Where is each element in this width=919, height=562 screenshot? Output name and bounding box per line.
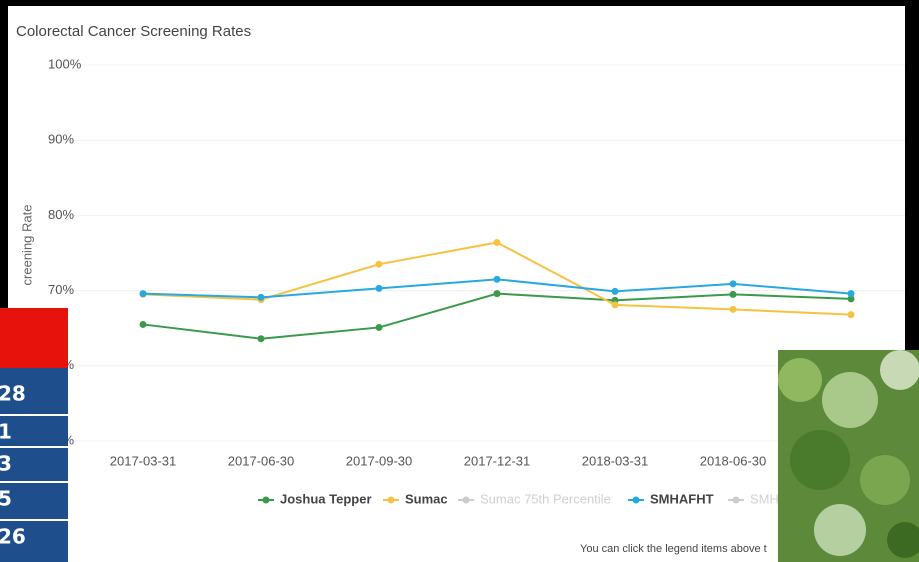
table-cell: 3	[0, 452, 12, 476]
legend-item[interactable]: SMH	[728, 491, 779, 506]
legend-label: Sumac 75th Percentile	[480, 491, 611, 506]
x-tick-label: 2017-06-30	[228, 453, 295, 468]
data-point	[611, 287, 619, 295]
data-point	[139, 290, 147, 298]
legend-hint: You can click the legend items above t	[580, 543, 767, 555]
x-tick-label: 2018-06-30	[700, 453, 767, 468]
data-point	[375, 260, 383, 268]
data-point	[729, 305, 737, 313]
y-tick-label: 70%	[48, 282, 74, 297]
legend-swatch	[462, 496, 470, 504]
data-point	[375, 284, 383, 292]
y-tick-label: 90%	[48, 132, 74, 147]
photo-leaf	[880, 350, 919, 390]
data-point	[847, 295, 855, 303]
data-point	[847, 290, 855, 298]
legend-swatch	[632, 496, 640, 504]
x-tick-label: 2017-12-31	[464, 453, 531, 468]
x-tick-label: 2017-09-30	[346, 453, 413, 468]
legend-item[interactable]: Sumac 75th Percentile	[458, 491, 611, 506]
legend-label: Sumac	[405, 491, 448, 506]
table-cell: 1	[0, 420, 12, 444]
data-point	[257, 335, 265, 343]
legend-label: SMH	[750, 491, 779, 506]
data-point	[139, 320, 147, 328]
legend-swatch	[732, 496, 740, 504]
photo-leaf	[814, 504, 866, 556]
table-cell: 5	[0, 487, 12, 511]
chart-title: Colorectal Cancer Screening Rates	[16, 23, 251, 40]
chart-panel	[8, 6, 905, 562]
y-tick-label: 80%	[48, 207, 74, 222]
data-point	[257, 293, 265, 301]
legend-item[interactable]: Sumac	[383, 491, 448, 506]
y-tick-label: 100%	[48, 56, 82, 71]
data-point	[375, 323, 383, 331]
data-point	[611, 301, 619, 309]
table-header	[0, 308, 68, 368]
legend-label: Joshua Tepper	[280, 491, 372, 506]
legend-label: SMHAFHT	[650, 491, 714, 506]
legend-swatch	[262, 496, 270, 504]
legend-item[interactable]: SMHAFHT	[628, 491, 714, 506]
legend-item[interactable]: Joshua Tepper	[258, 491, 372, 506]
table-cell: 28	[0, 382, 26, 406]
photo-leaf	[778, 358, 822, 402]
data-point	[729, 290, 737, 298]
data-point	[493, 275, 501, 283]
y-axis-title: creening Rate	[19, 205, 34, 286]
overlays: 28 1 3 5 26	[0, 308, 919, 562]
legend-swatch	[387, 496, 395, 504]
photo-leaf	[860, 455, 910, 505]
data-point	[847, 311, 855, 319]
photo-leaf	[822, 372, 878, 428]
table-cell: 26	[0, 525, 26, 549]
data-point	[493, 238, 501, 246]
data-point	[493, 290, 501, 298]
data-point	[729, 280, 737, 288]
x-tick-label: 2018-03-31	[582, 453, 649, 468]
photo-leaf	[790, 430, 850, 490]
photo-leaf	[887, 522, 919, 558]
x-tick-label: 2017-03-31	[110, 453, 177, 468]
